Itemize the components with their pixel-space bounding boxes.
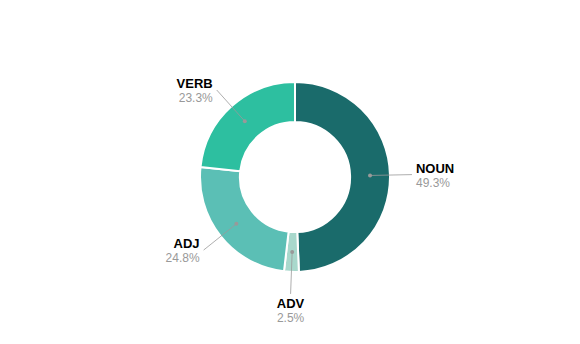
svg-text:24.8%: 24.8% xyxy=(166,251,200,265)
svg-text:49.3%: 49.3% xyxy=(416,176,450,190)
svg-text:VERB: VERB xyxy=(177,76,213,91)
svg-text:ADJ: ADJ xyxy=(174,236,200,251)
svg-text:23.3%: 23.3% xyxy=(179,91,213,105)
svg-text:2.5%: 2.5% xyxy=(277,311,305,325)
svg-text:ADV: ADV xyxy=(277,296,305,311)
svg-text:NOUN: NOUN xyxy=(416,161,454,176)
